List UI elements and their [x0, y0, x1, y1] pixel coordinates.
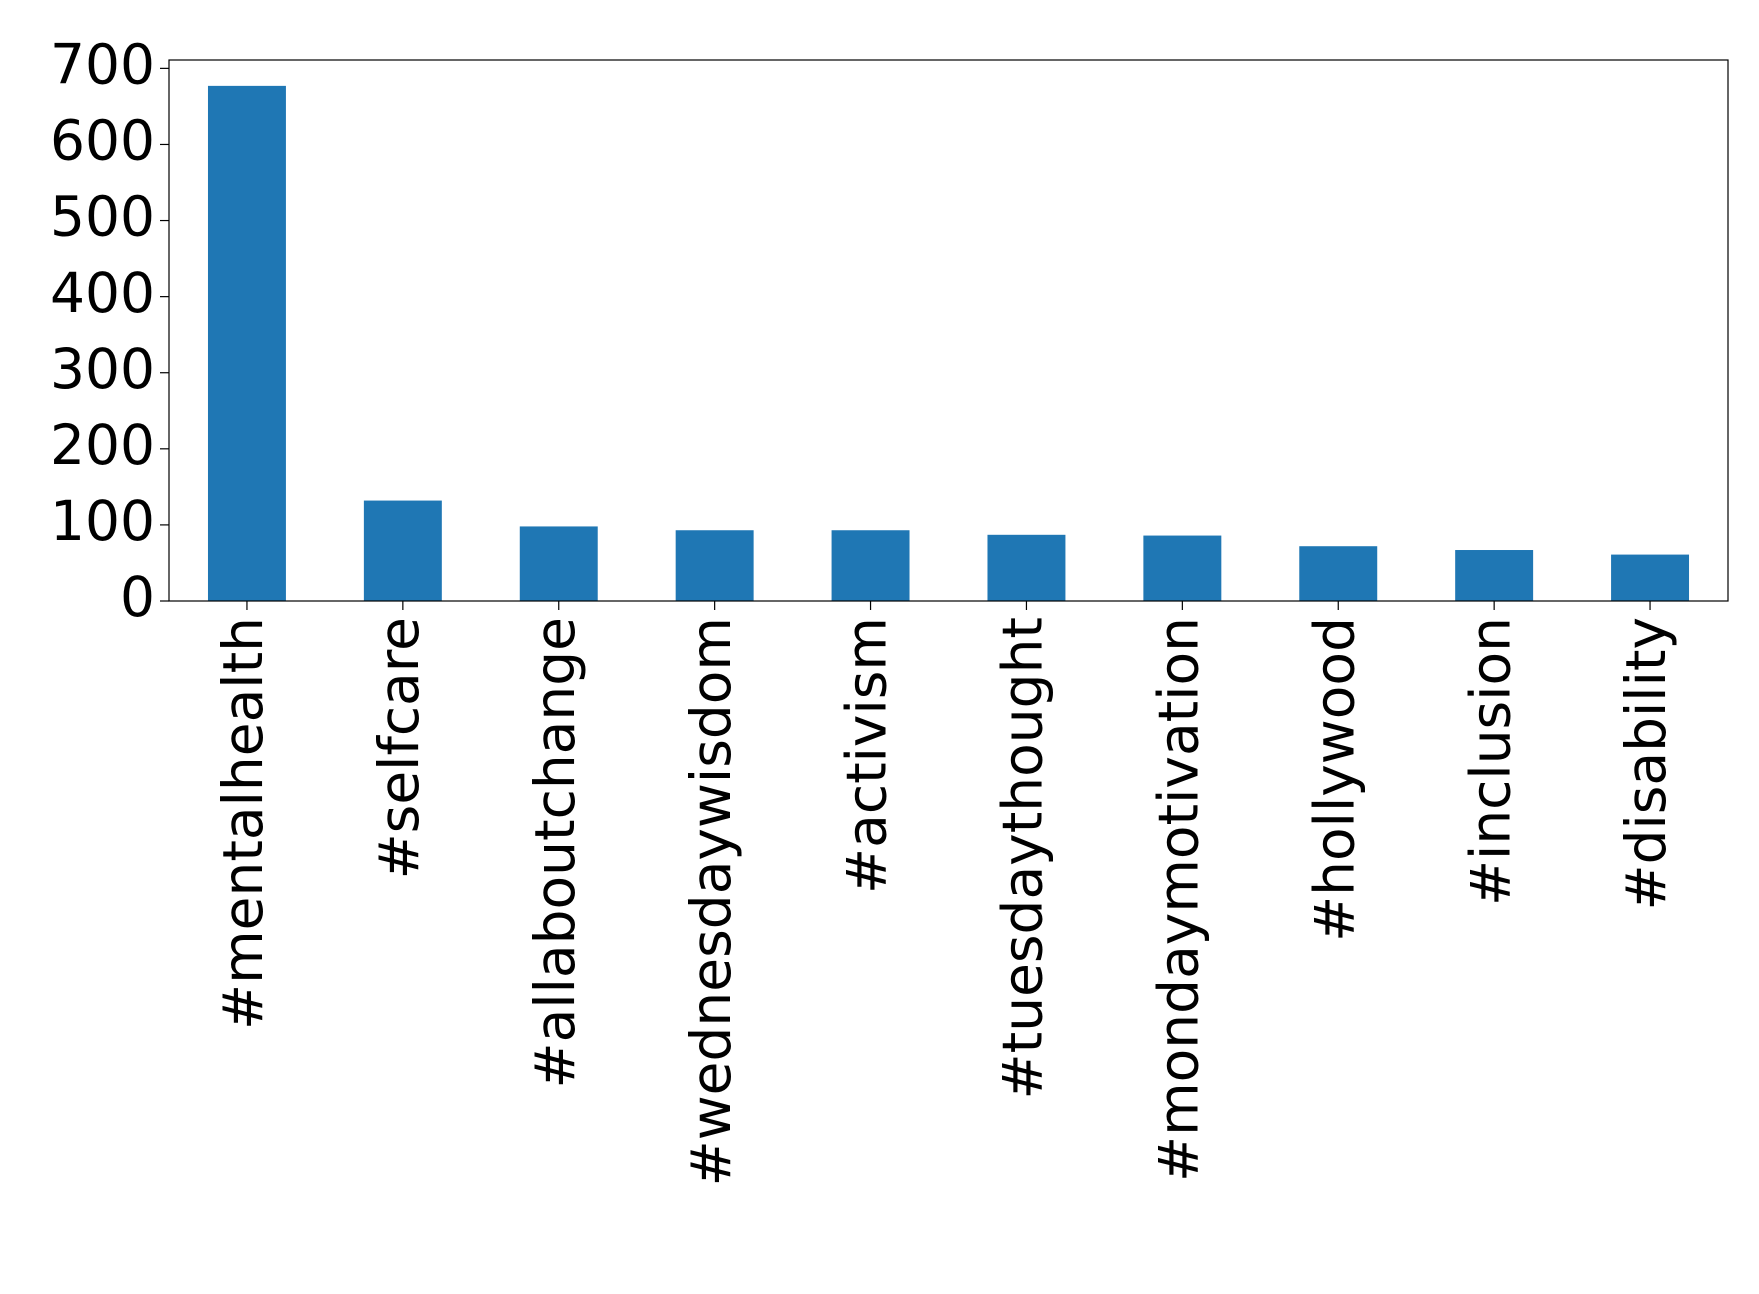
y-tick-label: 0 — [120, 565, 155, 629]
y-tick-label: 700 — [50, 33, 155, 97]
y-tick-label: 300 — [50, 337, 155, 401]
y-tick-label: 600 — [50, 109, 155, 173]
y-tick-label: 500 — [50, 185, 155, 249]
plot-frame — [168, 59, 1729, 602]
x-tick-label: #mondaymotivation — [1146, 617, 1210, 1182]
x-tick-label: #selfcare — [367, 617, 431, 879]
bar — [1455, 550, 1534, 601]
bar — [363, 500, 442, 601]
x-tick-label: #allaboutchange — [523, 617, 587, 1088]
x-tick-label: #activism — [835, 617, 899, 894]
y-tick-label: 100 — [50, 489, 155, 553]
y-tick-label: 400 — [50, 261, 155, 325]
x-tick-label: #mentalhealth — [211, 617, 275, 1030]
bar — [987, 534, 1066, 601]
x-tick-label: #hollywood — [1302, 617, 1366, 942]
bar — [519, 526, 598, 601]
bar — [1611, 554, 1690, 601]
bar — [1299, 546, 1378, 601]
x-tick-label: #tuesdaythought — [991, 617, 1055, 1099]
bar — [675, 530, 754, 601]
x-tick-label: #disability — [1614, 617, 1678, 911]
x-tick-label: #wednesdaywisdom — [679, 617, 743, 1186]
bar — [831, 530, 910, 601]
x-tick-label: #inclusion — [1458, 617, 1522, 906]
bar — [207, 85, 286, 601]
bar — [1143, 535, 1222, 601]
y-tick-label: 200 — [50, 413, 155, 477]
